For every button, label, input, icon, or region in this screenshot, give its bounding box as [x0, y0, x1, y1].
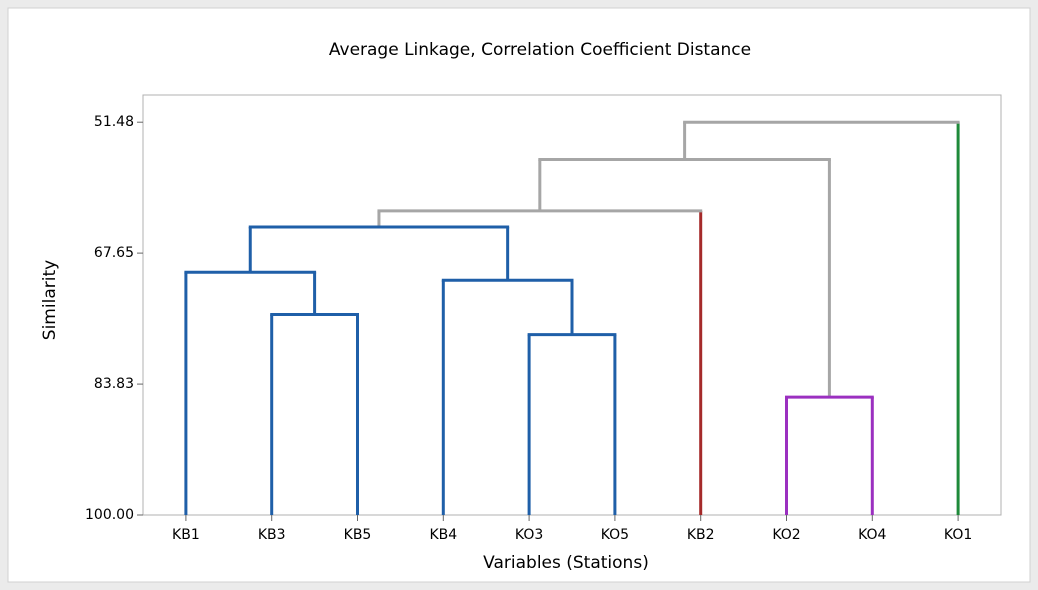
- x-tick-label: KO5: [601, 527, 629, 543]
- y-tick-label: 83.83: [94, 376, 134, 392]
- x-tick-label: KB5: [344, 527, 372, 543]
- x-tick-label: KB2: [687, 527, 715, 543]
- x-tick-label: KB3: [258, 527, 286, 543]
- x-tick-label: KO2: [772, 527, 800, 543]
- x-tick-label: KO1: [944, 527, 972, 543]
- x-tick-label: KO4: [858, 527, 886, 543]
- x-tick-label: KB4: [429, 527, 457, 543]
- chart-title: Average Linkage, Correlation Coefficient…: [329, 40, 751, 60]
- x-axis-label: Variables (Stations): [483, 553, 649, 573]
- y-axis-label: Similarity: [40, 260, 60, 340]
- y-tick-label: 100.00: [85, 507, 134, 523]
- y-tick-label: 51.48: [94, 114, 134, 130]
- y-tick-label: 67.65: [94, 245, 134, 261]
- x-tick-label: KB1: [172, 527, 200, 543]
- x-tick-label: KO3: [515, 527, 543, 543]
